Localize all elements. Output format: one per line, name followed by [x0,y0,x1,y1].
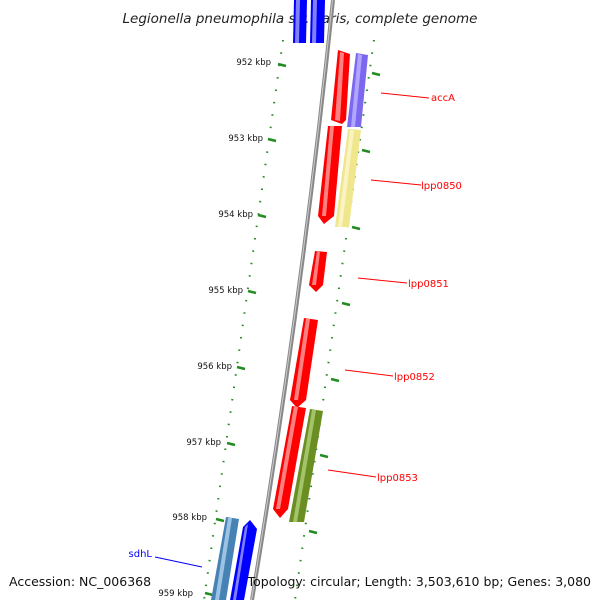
gene-label-lpp0853[interactable]: lpp0853 [377,473,418,484]
tick-label-953: 953 kbp [228,134,263,144]
tick-marks [204,62,381,597]
gene-label-sdhL[interactable]: sdhL [129,549,153,560]
accession-text: Accession: NC_006368 [9,574,151,589]
gene-feature-lpp0853[interactable] [273,406,323,522]
tick-label-959: 959 kbp [158,589,193,599]
gene-label-lpp0850[interactable]: lpp0850 [421,181,462,192]
tick-label-954: 954 kbp [218,210,253,220]
tick-label-956: 956 kbp [197,362,232,372]
gene-label-lpp0851[interactable]: lpp0851 [408,279,449,290]
gene-label-lpp0852[interactable]: lpp0852 [394,372,435,383]
gene-label-accA[interactable]: accA [431,93,455,104]
topology-text: Topology: circular; Length: 3,503,610 bp… [247,574,591,589]
gene-label-leaders [154,92,430,568]
tick-label-957: 957 kbp [186,438,221,448]
gene-feature-top-blue[interactable] [293,0,325,43]
gene-feature-lpp0850[interactable] [318,126,361,227]
gene-feature-lpp0852[interactable] [290,318,318,408]
tick-label-955: 955 kbp [208,286,243,296]
gene-feature-lpp0851[interactable] [309,251,327,292]
inner-dotted-ring [203,39,284,600]
gene-feature-sdhL[interactable] [211,517,257,600]
tick-label-952: 952 kbp [236,58,271,68]
tick-label-958: 958 kbp [172,513,207,523]
gene-feature-accA[interactable] [331,50,368,127]
genome-backbone [250,0,335,600]
